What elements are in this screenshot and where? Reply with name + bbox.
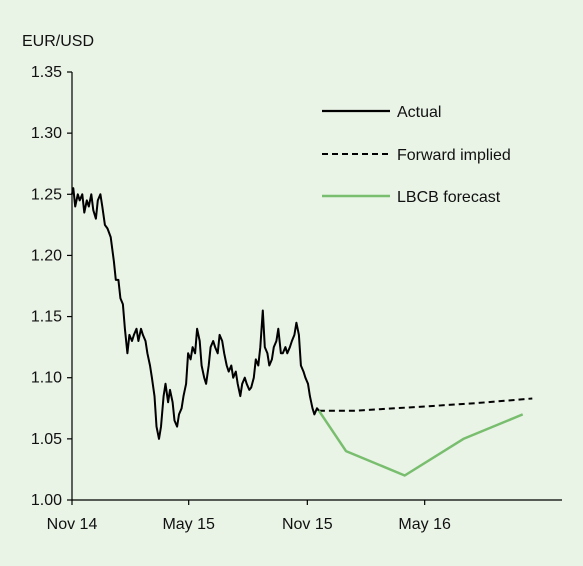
series-layer xyxy=(71,187,533,477)
x-axis: Nov 14 May 15 Nov 15 May 16 xyxy=(47,500,451,533)
legend: Actual Forward implied LBCB forecast xyxy=(322,104,511,206)
y-tick-label: 1.30 xyxy=(31,125,62,142)
y-tick-label: 1.05 xyxy=(31,431,62,448)
y-tick-label: 1.00 xyxy=(31,492,62,509)
y-tick-label: 1.25 xyxy=(31,186,62,203)
y-tick-label: 1.10 xyxy=(31,370,62,387)
legend-label-actual: Actual xyxy=(397,104,441,121)
legend-label-forward: Forward implied xyxy=(397,147,511,164)
y-axis-title: EUR/USD xyxy=(22,33,94,50)
y-tick-label: 1.20 xyxy=(31,247,62,264)
y-tick-label: 1.35 xyxy=(31,64,62,81)
x-tick-label: May 16 xyxy=(398,516,451,533)
x-tick-label: May 15 xyxy=(162,516,215,533)
y-axis: 1.00 1.05 1.10 1.15 1.20 1.25 1.30 1.35 xyxy=(31,64,72,509)
series-line-forward-implied xyxy=(318,397,533,412)
series-line-actual xyxy=(71,187,320,440)
x-tick-label: Nov 15 xyxy=(282,516,333,533)
series-line-lbcb-forecast xyxy=(317,410,524,477)
y-tick-label: 1.15 xyxy=(31,309,62,326)
legend-label-forecast: LBCB forecast xyxy=(397,189,501,206)
x-tick-label: Nov 14 xyxy=(47,516,98,533)
